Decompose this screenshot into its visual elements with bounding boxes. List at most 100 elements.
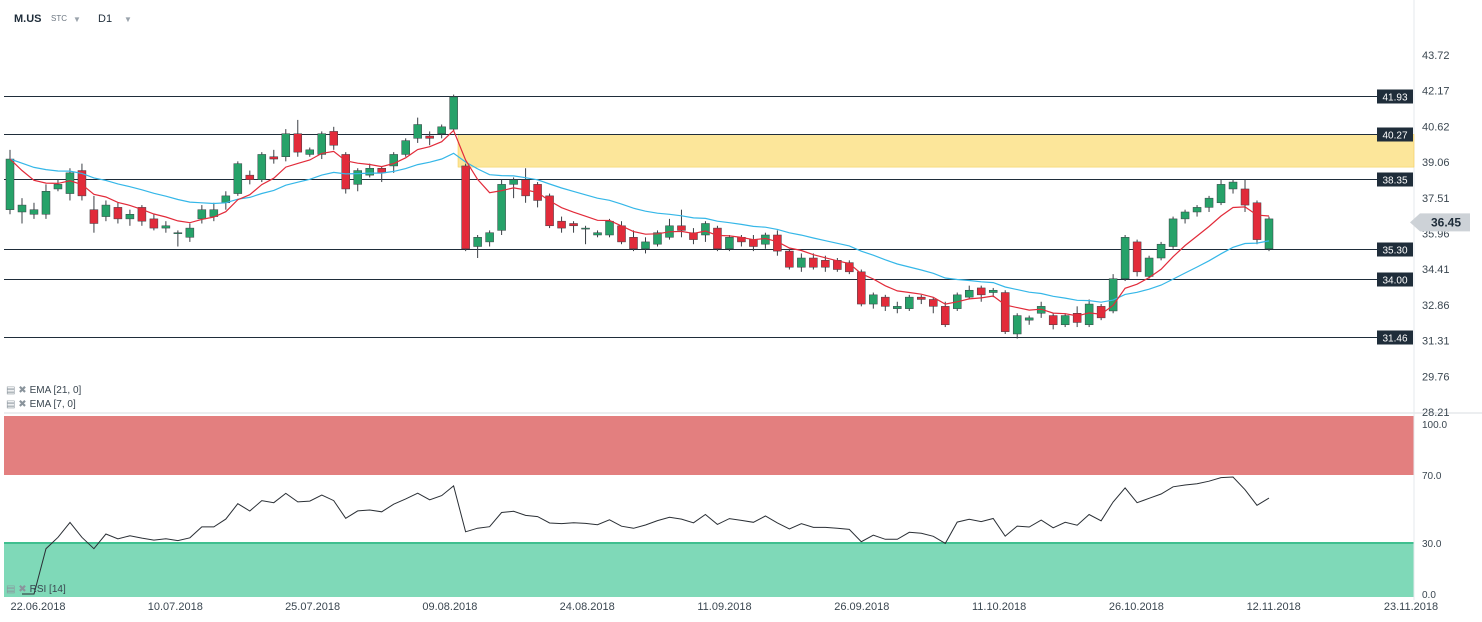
- bear-candle: [821, 260, 830, 268]
- date-tick-label: 12.11.2018: [1247, 601, 1301, 613]
- bull-candle: [317, 133, 327, 155]
- level-label: 31.46: [1382, 334, 1407, 345]
- bull-candle: [653, 232, 662, 245]
- bull-candle: [161, 225, 171, 229]
- mode-label[interactable]: STC: [51, 14, 67, 23]
- date-tick-label: 11.09.2018: [697, 601, 751, 613]
- mode-dropdown-icon[interactable]: ▼: [73, 15, 81, 24]
- price-tick-label: 31.31: [1422, 336, 1450, 348]
- bear-candle: [689, 232, 698, 240]
- date-tick-label: 10.07.2018: [148, 601, 203, 613]
- price-tick-label: 39.06: [1422, 157, 1450, 169]
- bull-candle: [1156, 243, 1166, 259]
- level-label-bg: [1377, 330, 1413, 345]
- level-label: 41.93: [1382, 93, 1407, 104]
- rsi-tick-label: 0.0: [1422, 590, 1436, 601]
- timeframe-label[interactable]: D1: [98, 13, 113, 25]
- price-tick-label: 43.72: [1422, 50, 1450, 62]
- bull-candle: [988, 289, 998, 293]
- bear-candle: [1048, 315, 1058, 326]
- price-tick-label: 32.86: [1422, 300, 1450, 312]
- price-tick-label: 28.21: [1422, 407, 1450, 419]
- bull-candle: [893, 306, 902, 309]
- bear-candle: [113, 207, 123, 220]
- bull-candle: [1144, 257, 1154, 277]
- bull-candle: [1204, 197, 1214, 208]
- remove-icon[interactable]: ▤ ✖: [6, 399, 27, 410]
- bull-candle: [905, 296, 914, 309]
- bear-candle: [1096, 306, 1106, 319]
- ema-21-line: [9, 152, 1270, 303]
- bull-candle: [1084, 303, 1094, 326]
- rsi-tick-label: 30.0: [1422, 539, 1442, 550]
- bull-candle: [65, 172, 75, 194]
- bull-candle: [701, 223, 710, 236]
- bear-candle: [677, 225, 686, 231]
- bull-candle: [497, 184, 506, 231]
- bull-candle: [1060, 315, 1070, 326]
- bear-candle: [149, 218, 159, 229]
- level-label: 34.00: [1382, 276, 1407, 287]
- bear-candle: [617, 225, 626, 243]
- resistance-zone: [457, 134, 1415, 168]
- date-tick-label: 24.08.2018: [560, 601, 615, 613]
- bear-candle: [545, 195, 554, 227]
- bear-candle: [881, 296, 890, 307]
- bear-candle: [857, 271, 866, 305]
- price-tick-label: 42.17: [1422, 86, 1450, 98]
- bull-candle: [365, 167, 374, 176]
- bull-candle: [413, 124, 422, 139]
- level-label-bg: [1377, 127, 1413, 142]
- rsi-line: [22, 476, 1270, 595]
- bear-candle: [341, 154, 350, 190]
- rsi-label: RSI [14]: [29, 584, 66, 595]
- ema-21-legend[interactable]: ▤ ✖ EMA [21, 0]: [6, 384, 81, 397]
- remove-icon[interactable]: ▤ ✖: [6, 385, 27, 396]
- bull-candle: [5, 158, 15, 210]
- level-label: 35.30: [1382, 246, 1407, 257]
- level-label-bg: [1377, 242, 1413, 257]
- rsi-legend[interactable]: ▤ ✖ RSI [14]: [6, 583, 66, 596]
- price-tick-label: 34.41: [1422, 264, 1450, 276]
- bull-candle: [17, 204, 27, 213]
- bear-candle: [269, 156, 279, 160]
- bull-candle: [1024, 317, 1034, 321]
- level-label: 40.27: [1382, 131, 1407, 142]
- bear-candle: [293, 133, 303, 153]
- price-tick-label: 37.51: [1422, 193, 1450, 205]
- bull-candle: [1012, 315, 1022, 335]
- ema-7-label: EMA [7, 0]: [29, 399, 76, 410]
- bull-candle: [257, 154, 267, 181]
- bull-candle: [593, 232, 602, 236]
- bear-candle: [1240, 188, 1250, 206]
- bear-candle: [329, 131, 338, 146]
- level-label-bg: [1377, 172, 1413, 187]
- bull-candle: [197, 209, 207, 220]
- bull-candle: [53, 184, 63, 190]
- date-tick-label: 26.09.2018: [834, 601, 889, 613]
- bull-candle: [964, 289, 974, 298]
- rsi-oversold-zone: [4, 543, 1414, 597]
- rsi-overbought-zone: [4, 416, 1414, 475]
- bull-candle: [1168, 218, 1178, 247]
- timeframe-dropdown-icon[interactable]: ▼: [124, 15, 132, 24]
- bear-candle: [569, 223, 578, 227]
- bull-candle: [581, 227, 590, 230]
- date-tick-label: 26.10.2018: [1109, 601, 1164, 613]
- bull-candle: [101, 204, 111, 217]
- symbol-label[interactable]: M.US: [14, 13, 42, 25]
- bear-candle: [245, 174, 255, 181]
- bull-candle: [29, 209, 39, 215]
- bull-candle: [485, 232, 494, 243]
- bear-candle: [917, 296, 926, 300]
- date-tick-label: 09.08.2018: [422, 601, 477, 613]
- bull-candle: [389, 154, 398, 167]
- remove-icon[interactable]: ▤ ✖: [6, 584, 27, 595]
- ema-7-legend[interactable]: ▤ ✖ EMA [7, 0]: [6, 398, 76, 411]
- bull-candle: [605, 220, 614, 236]
- ema-21-label: EMA [21, 0]: [29, 385, 82, 396]
- bear-candle: [425, 135, 434, 139]
- level-label-bg: [1377, 272, 1413, 287]
- date-tick-label: 22.06.2018: [10, 601, 65, 613]
